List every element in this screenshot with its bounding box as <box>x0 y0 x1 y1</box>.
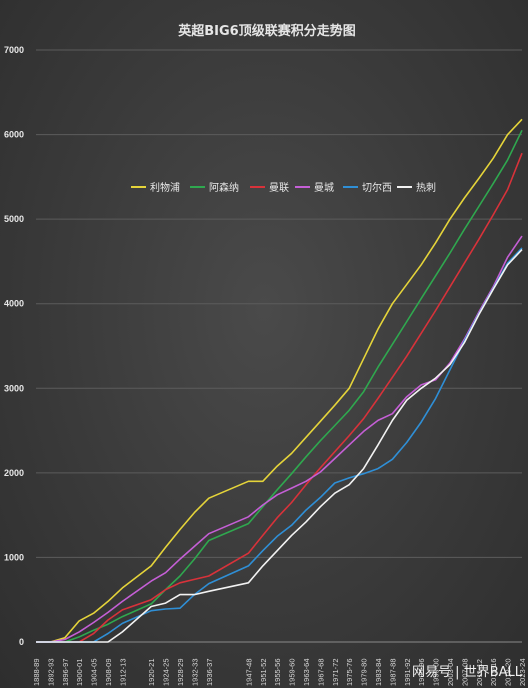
watermark: 网易号 | 世界BALL <box>412 665 523 680</box>
x-tick-label: 2003-04 <box>446 658 455 686</box>
x-tick-label: 1912-13 <box>118 658 127 686</box>
y-tick-label: 7000 <box>4 45 24 55</box>
x-tick-label: 2023-24 <box>518 658 527 686</box>
series-line-5 <box>36 249 523 643</box>
legend-label: 曼城 <box>314 182 334 194</box>
x-tick-label: 1936-37 <box>205 658 214 686</box>
series-line-0 <box>36 118 523 643</box>
series-line-4 <box>36 247 523 643</box>
chart-title: 英超BIG6顶级联赛积分走势图 <box>177 23 355 39</box>
y-axis-ticks: 0 1000 2000 3000 4000 5000 6000 7000 <box>4 45 24 647</box>
legend-label: 曼联 <box>269 182 289 194</box>
legend-label: 阿森纳 <box>209 181 239 194</box>
x-tick-label: 1963-64 <box>302 658 311 686</box>
y-tick-label: 0 <box>19 637 24 647</box>
y-tick-label: 3000 <box>4 383 24 393</box>
x-tick-label: 1908-09 <box>104 658 113 686</box>
x-tick-label: 1959-60 <box>288 658 297 686</box>
x-tick-label: 1924-25 <box>162 658 171 686</box>
x-tick-label: 1971-72 <box>331 658 340 686</box>
x-tick-label: 1983-84 <box>374 658 383 686</box>
x-tick-label: 1995-96 <box>417 658 426 686</box>
x-tick-label: 1979-80 <box>360 658 369 686</box>
x-tick-label: 1904-05 <box>90 658 99 686</box>
legend: 利物浦 阿森纳 曼联 曼城 切尔西 热刺 <box>131 181 436 194</box>
x-tick-label: 1928-29 <box>176 658 185 686</box>
x-tick-label: 1900-01 <box>75 658 84 686</box>
x-tick-label: 1951-52 <box>259 658 268 686</box>
x-tick-label: 1896-97 <box>61 658 70 686</box>
y-tick-label: 6000 <box>4 130 24 140</box>
x-tick-label: 1932-33 <box>190 658 199 686</box>
x-tick-label: 1999-00 <box>432 658 441 686</box>
x-tick-label: 1920-21 <box>147 658 156 686</box>
x-tick-label: 2007-08 <box>460 658 469 686</box>
gridlines <box>36 49 522 643</box>
x-tick-label: 1987-88 <box>388 658 397 686</box>
x-tick-label: 1967-68 <box>316 658 325 686</box>
y-tick-label: 2000 <box>4 468 24 478</box>
series-line-3 <box>36 235 523 643</box>
series-line-2 <box>36 152 523 643</box>
x-tick-label: 2019-20 <box>504 658 513 686</box>
y-tick-label: 4000 <box>4 299 24 309</box>
series-lines <box>36 118 523 643</box>
x-tick-label: 1892-93 <box>46 658 55 686</box>
x-tick-label: 2015-16 <box>489 658 498 686</box>
series-line-1 <box>36 129 523 643</box>
x-tick-label: 1991-92 <box>403 658 412 686</box>
x-tick-label: 1947-48 <box>244 658 253 686</box>
x-tick-label: 1975-76 <box>345 658 354 686</box>
legend-label: 利物浦 <box>150 181 180 194</box>
y-tick-label: 1000 <box>4 552 24 562</box>
x-tick-label: 1955-56 <box>273 658 282 686</box>
legend-label: 热刺 <box>416 181 436 194</box>
y-tick-label: 5000 <box>4 214 24 224</box>
legend-label: 切尔西 <box>362 181 392 194</box>
x-tick-label: 1888-89 <box>32 658 41 686</box>
x-axis-ticks: 1888-89 1892-93 1896-97 1900-01 1904-05 1908-… <box>32 658 527 686</box>
x-tick-label: 2011-12 <box>475 659 484 686</box>
